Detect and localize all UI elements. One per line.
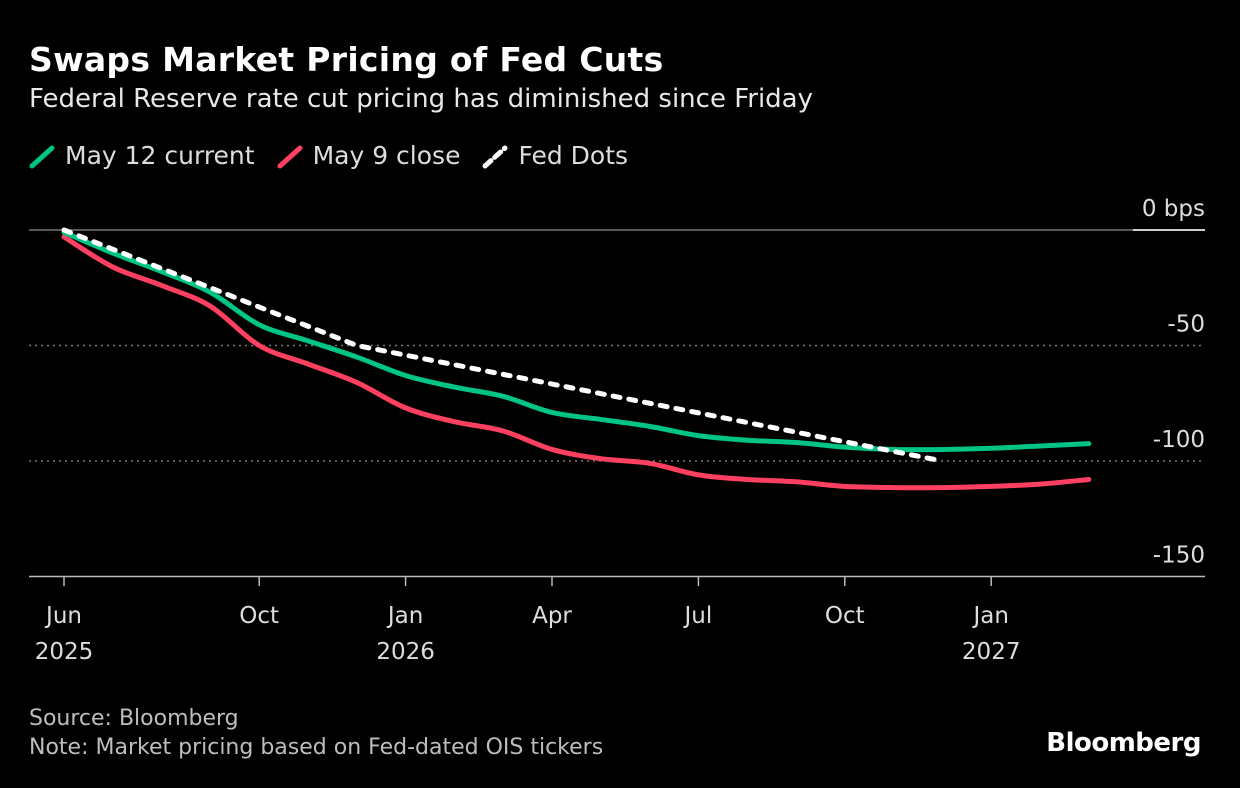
legend-item-fed-dots: Fed Dots [482, 141, 628, 170]
x-tick-label: Jul [683, 603, 713, 629]
legend-label: May 12 current [65, 141, 255, 170]
y-tick-label: -150 [1153, 543, 1205, 569]
legend-swatch-fed-dots [482, 145, 508, 168]
x-tick-year: 2025 [35, 639, 94, 665]
chart-subtitle: Federal Reserve rate cut pricing has dim… [29, 84, 813, 114]
legend-swatch-current [29, 145, 55, 168]
x-tick-year: 2026 [376, 639, 435, 665]
series-line-fed-dots [61, 227, 945, 464]
legend-label: May 9 close [312, 141, 461, 170]
series-line-may-12-current [61, 229, 1092, 453]
footnote: Note: Market pricing based on Fed-dated … [29, 735, 604, 760]
x-tick-label: Oct [825, 603, 865, 629]
y-tick-label: -100 [1153, 427, 1205, 453]
y-tick-label: 0 bps [1142, 196, 1205, 222]
source-note: Source: Bloomberg [29, 706, 239, 731]
legend-label: Fed Dots [518, 141, 629, 170]
legend-item-close: May 9 close [277, 141, 461, 170]
x-tick-label: Apr [532, 603, 572, 629]
x-tick-label: Jan [386, 603, 423, 629]
x-tick-year: 2027 [962, 639, 1021, 665]
bloomberg-logo: Bloomberg [1046, 728, 1201, 758]
chart-title: Swaps Market Pricing of Fed Cuts [29, 40, 664, 79]
series-line-may-9-close [61, 234, 1092, 491]
y-tick-label: -50 [1167, 312, 1205, 338]
x-tick-label: Jan [971, 603, 1008, 629]
legend-item-current: May 12 current [29, 141, 255, 170]
plot-area: 0 bps -50 -100 -150 Jun 2025 Oct Jan 2026 Apr Jul O… [29, 196, 1205, 665]
legend-swatch-close [277, 145, 303, 168]
x-tick-label: Oct [239, 603, 279, 629]
legend: May 12 current May 9 close Fed Dots [29, 141, 628, 170]
x-tick-label: Jun [44, 603, 82, 629]
